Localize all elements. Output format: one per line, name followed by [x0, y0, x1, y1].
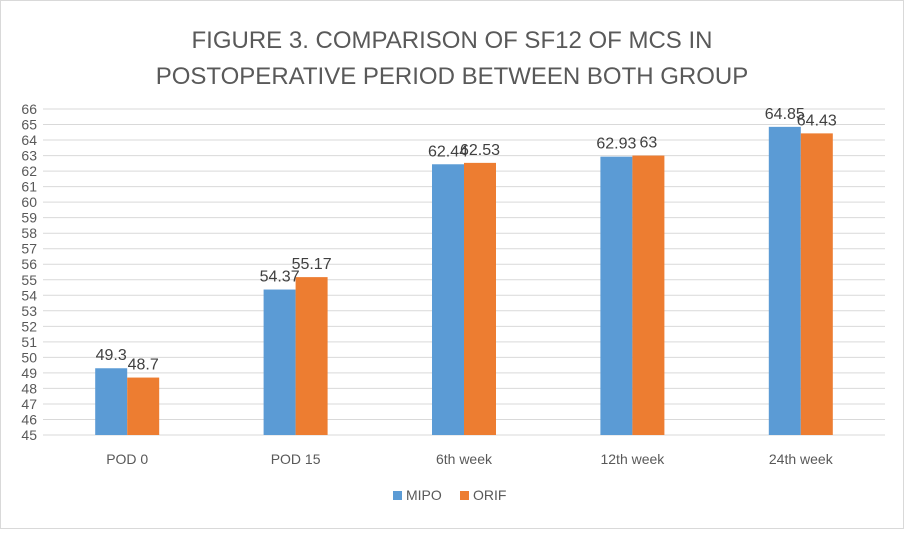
bar-orif [800, 133, 833, 435]
bar-orif [295, 277, 328, 435]
y-tick-label: 53 [21, 303, 37, 319]
y-tick-label: 63 [21, 148, 37, 164]
y-tick-label: 48 [21, 380, 37, 396]
data-label: 64.43 [797, 112, 837, 129]
chart-title-line-2: POSTOPERATIVE PERIOD BETWEEN BOTH GROUP [156, 63, 749, 90]
bar-orif [632, 155, 665, 436]
y-tick-label: 50 [21, 349, 37, 365]
bar-mipo [768, 126, 801, 435]
data-label: 64.85 [765, 106, 805, 123]
x-tick-label: POD 0 [106, 451, 148, 467]
y-tick-label: 62 [21, 163, 37, 179]
bar-orif [464, 162, 496, 435]
data-label: 48.7 [128, 357, 159, 374]
data-label: 55.17 [292, 256, 332, 273]
data-label: 49.3 [96, 347, 127, 364]
chart-title-line-1: FIGURE 3. COMPARISON OF SF12 OF MCS IN [192, 27, 713, 54]
x-tick-label: 24th week [769, 451, 834, 467]
y-tick-label: 46 [21, 411, 37, 427]
y-tick-label: 49 [21, 365, 37, 381]
y-tick-label: 59 [21, 210, 37, 226]
y-tick-label: 60 [21, 194, 37, 210]
data-label: 62.44 [428, 143, 468, 160]
y-tick-label: 57 [21, 241, 37, 257]
y-tick-label: 55 [21, 272, 37, 288]
y-tick-label: 65 [21, 117, 37, 133]
x-tick-label: 6th week [436, 451, 493, 467]
bar-mipo [95, 368, 128, 435]
bar-orif [127, 377, 160, 435]
bar-mipo [263, 289, 296, 435]
y-tick-label: 56 [21, 256, 37, 272]
y-tick-label: 61 [21, 179, 37, 195]
x-tick-label: 12th week [600, 451, 665, 467]
y-tick-label: 64 [21, 132, 37, 148]
data-label: 54.37 [260, 269, 300, 286]
y-tick-label: 45 [21, 427, 37, 443]
y-tick-label: 51 [21, 334, 37, 350]
legend-label: MIPO [406, 487, 442, 503]
bar-mipo [432, 164, 464, 435]
legend-label: ORIF [473, 487, 506, 503]
x-tick-label: POD 15 [271, 451, 321, 467]
data-label: 62.93 [596, 136, 636, 153]
y-tick-label: 66 [21, 101, 37, 117]
y-tick-label: 47 [21, 396, 37, 412]
y-tick-label: 58 [21, 225, 37, 241]
y-tick-label: 52 [21, 318, 37, 334]
data-label: 63 [640, 135, 658, 152]
bar-mipo [600, 156, 633, 436]
y-tick-label: 54 [21, 287, 37, 303]
legend-swatch-orif [460, 491, 469, 500]
legend-swatch-mipo [393, 491, 402, 500]
data-label: 62.53 [460, 142, 500, 159]
